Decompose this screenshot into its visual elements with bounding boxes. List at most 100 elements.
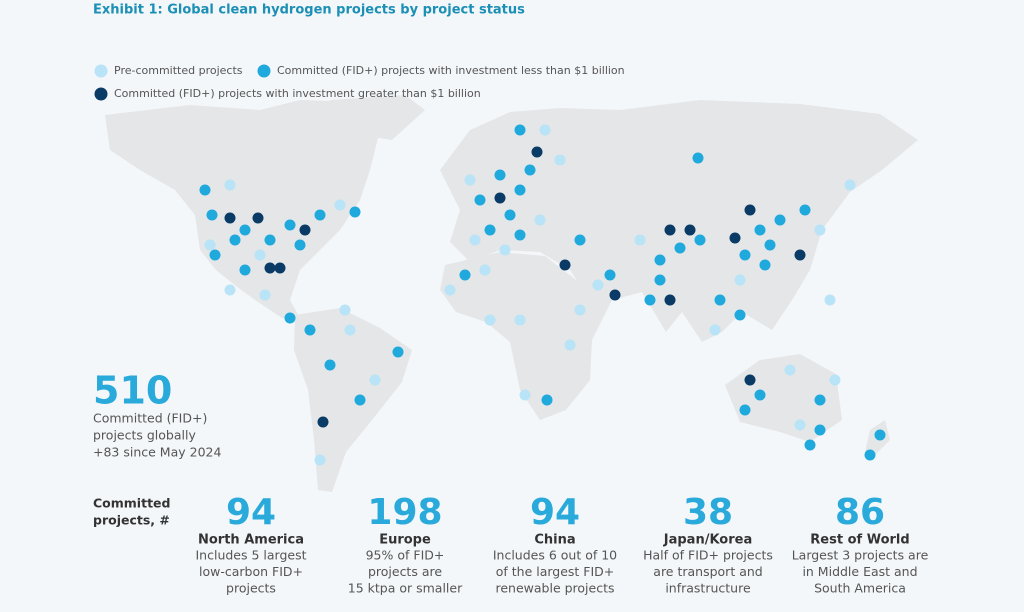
- project-dot: [494, 192, 506, 204]
- project-dot: [514, 314, 526, 326]
- title: Exhibit 1: Global clean hydrogen project…: [93, 3, 525, 18]
- project-dot: [239, 264, 251, 276]
- region-name: Japan/Korea: [663, 533, 752, 548]
- project-dot: [539, 124, 551, 136]
- region-description: in Middle East and: [802, 564, 917, 579]
- project-dot: [794, 249, 806, 261]
- project-dot: [499, 244, 511, 256]
- project-dot: [664, 224, 676, 236]
- project-dot: [541, 394, 553, 406]
- region-description: Includes 6 out of 10: [493, 548, 617, 563]
- headline-line: projects globally: [93, 428, 196, 443]
- headline-line: +83 since May 2024: [93, 445, 221, 460]
- project-dot: [479, 264, 491, 276]
- project-dot: [299, 224, 311, 236]
- region-value: 38: [683, 492, 733, 533]
- project-dot: [814, 394, 826, 406]
- project-dot: [644, 294, 656, 306]
- project-dot: [864, 449, 876, 461]
- region-description: of the largest FID+: [496, 564, 615, 579]
- region-value: 94: [226, 492, 276, 533]
- project-dot: [334, 199, 346, 211]
- project-dot: [304, 324, 316, 336]
- project-dot: [774, 214, 786, 226]
- africa: [440, 252, 612, 420]
- project-dot: [344, 324, 356, 336]
- project-dot: [531, 146, 543, 158]
- project-dot: [274, 262, 286, 274]
- regions-label: Committed: [93, 496, 170, 511]
- project-dot: [324, 359, 336, 371]
- project-dot: [764, 239, 776, 251]
- legend-swatch: [257, 64, 271, 78]
- project-dot: [684, 224, 696, 236]
- project-dot: [559, 259, 571, 271]
- project-dot: [259, 289, 271, 301]
- legend-label: Pre-committed projects: [114, 64, 243, 77]
- project-dot: [314, 209, 326, 221]
- project-dot: [714, 294, 726, 306]
- legend-label: Committed (FID+) projects with investmen…: [277, 64, 625, 77]
- headline: 510 Committed (FID+) projects globally +83…: [93, 369, 221, 460]
- project-dot: [224, 212, 236, 224]
- project-dots: [199, 124, 886, 466]
- project-dot: [694, 234, 706, 246]
- project-dot: [444, 284, 456, 296]
- project-dot: [754, 389, 766, 401]
- project-dot: [317, 416, 329, 428]
- headline-value: 510: [93, 369, 172, 413]
- project-dot: [264, 262, 276, 274]
- project-dot: [459, 269, 471, 281]
- project-dot: [264, 234, 276, 246]
- project-dot: [349, 206, 361, 218]
- project-dot: [844, 179, 856, 191]
- project-dot: [254, 249, 266, 261]
- project-dot: [199, 184, 211, 196]
- project-dot: [674, 242, 686, 254]
- project-dot: [739, 249, 751, 261]
- project-dot: [229, 234, 241, 246]
- project-dot: [814, 424, 826, 436]
- greenland: [330, 95, 425, 140]
- project-dot: [574, 234, 586, 246]
- project-dot: [314, 454, 326, 466]
- project-dot: [534, 214, 546, 226]
- region-description: low-carbon FID+: [199, 564, 303, 579]
- regions-label: projects, #: [93, 513, 170, 528]
- north-america: [105, 100, 380, 318]
- project-dot: [654, 254, 666, 266]
- project-dot: [339, 304, 351, 316]
- project-dot: [759, 259, 771, 271]
- project-dot: [824, 294, 836, 306]
- region-description: infrastructure: [665, 581, 751, 596]
- legend-label: Committed (FID+) projects with investmen…: [114, 87, 481, 100]
- region-name: China: [534, 533, 575, 548]
- legend: Pre-committed projects Committed (FID+) p…: [94, 64, 625, 101]
- project-dot: [609, 289, 621, 301]
- project-dot: [514, 124, 526, 136]
- project-dot: [464, 174, 476, 186]
- project-dot: [474, 194, 486, 206]
- region-description: 95% of FID+: [366, 548, 445, 563]
- project-dot: [484, 314, 496, 326]
- project-dot: [484, 224, 496, 236]
- australia: [725, 354, 842, 442]
- project-dot: [794, 419, 806, 431]
- project-dot: [224, 179, 236, 191]
- project-dot: [354, 394, 366, 406]
- project-dot: [804, 439, 816, 451]
- project-dot: [654, 274, 666, 286]
- project-dot: [799, 204, 811, 216]
- region-value: 198: [367, 492, 442, 533]
- region-name: Rest of World: [810, 533, 909, 548]
- project-dot: [574, 304, 586, 316]
- project-dot: [734, 274, 746, 286]
- region-description: projects: [226, 581, 276, 596]
- project-dot: [734, 309, 746, 321]
- region-description: Half of FID+ projects: [643, 548, 773, 563]
- project-dot: [252, 212, 264, 224]
- region-description: renewable projects: [495, 581, 614, 596]
- project-dot: [204, 239, 216, 251]
- region-description: are transport and: [653, 564, 762, 579]
